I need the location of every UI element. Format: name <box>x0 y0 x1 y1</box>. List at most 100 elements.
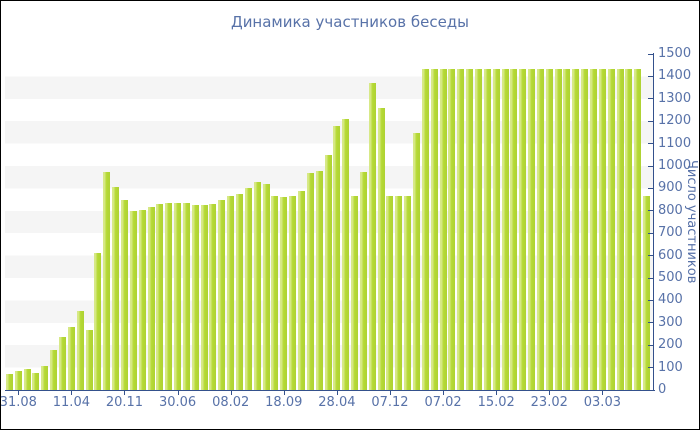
y-tick-label: 1100 <box>658 135 692 151</box>
bar <box>67 327 75 390</box>
y-tick-label: 400 <box>658 292 683 308</box>
x-tick <box>230 391 232 395</box>
bar <box>129 210 137 390</box>
bar <box>5 374 13 390</box>
bar <box>386 196 394 390</box>
y-tick-label: 800 <box>658 202 683 218</box>
x-tick-label: 28.04 <box>318 395 356 410</box>
y-tick <box>648 120 653 122</box>
y-axis-line <box>653 53 654 391</box>
bar <box>227 196 235 390</box>
y-tick-label: 1200 <box>658 113 692 129</box>
bar <box>359 172 367 390</box>
x-tick <box>602 391 604 395</box>
y-tick <box>648 210 653 212</box>
y-tick <box>648 299 653 301</box>
y-tick-label: 1400 <box>658 68 692 84</box>
y-tick-label: 700 <box>658 225 683 241</box>
bar <box>572 68 580 390</box>
bar <box>581 68 589 390</box>
bar <box>448 68 456 390</box>
bar <box>174 202 182 390</box>
bar <box>289 196 297 390</box>
y-tick <box>648 187 653 189</box>
x-tick-label: 08.02 <box>212 395 250 410</box>
bar <box>236 193 243 390</box>
bar <box>342 119 350 390</box>
bar <box>634 68 642 390</box>
bar <box>333 125 341 390</box>
bar <box>519 68 527 390</box>
x-tick <box>336 391 338 395</box>
bar <box>430 68 438 390</box>
x-tick <box>443 391 445 395</box>
bar <box>351 196 359 390</box>
bar <box>262 183 270 390</box>
bar <box>501 68 509 390</box>
bar <box>14 370 22 390</box>
x-tick-label: 07.12 <box>371 395 409 410</box>
bar <box>492 68 500 390</box>
plot-area <box>5 54 653 390</box>
bar <box>457 68 465 390</box>
bar <box>483 68 491 390</box>
bar <box>421 68 429 390</box>
bar <box>165 202 173 390</box>
y-tick-label: 200 <box>658 337 683 353</box>
bar <box>182 202 190 390</box>
bar <box>156 204 164 390</box>
y-tick <box>648 322 653 324</box>
bar <box>377 107 385 390</box>
x-tick <box>549 391 551 395</box>
bar <box>616 68 624 390</box>
bar <box>324 154 332 390</box>
bar <box>94 253 102 390</box>
bar <box>138 209 146 390</box>
x-tick-label: 15.02 <box>477 395 515 410</box>
chart-title: Динамика участников беседы <box>230 13 470 31</box>
bar <box>590 68 597 390</box>
bar <box>297 191 305 390</box>
bar <box>147 207 155 390</box>
x-tick <box>283 391 285 395</box>
x-tick-label: 31.08 <box>0 395 37 410</box>
y-tick-label: 100 <box>658 359 683 375</box>
bar <box>404 196 412 390</box>
y-axis-title: Число участников <box>684 160 699 284</box>
x-tick-label: 20.11 <box>105 395 144 410</box>
bar <box>85 329 93 390</box>
y-tick <box>648 98 653 100</box>
x-tick-label: 03.03 <box>583 395 621 410</box>
y-tick <box>648 344 653 346</box>
x-tick-label: 11.04 <box>52 395 90 410</box>
bar <box>466 68 474 390</box>
y-tick-label: 300 <box>658 314 683 330</box>
y-tick-label: 1500 <box>658 46 692 61</box>
bar <box>32 373 40 390</box>
y-tick-label: 600 <box>658 247 683 263</box>
bar <box>625 68 633 390</box>
bar <box>120 199 128 390</box>
bar <box>536 68 544 390</box>
x-tick-label: 23.02 <box>530 395 568 410</box>
bar <box>439 68 447 390</box>
bar <box>280 196 288 390</box>
bar <box>474 68 482 390</box>
bar <box>103 171 111 390</box>
y-tick <box>648 389 653 391</box>
bar <box>554 68 562 390</box>
bar <box>23 368 31 390</box>
bar <box>306 172 314 390</box>
x-axis-line <box>5 390 655 391</box>
bar <box>271 196 279 390</box>
bar <box>607 68 615 390</box>
bar <box>368 83 376 390</box>
y-tick <box>648 53 653 55</box>
x-tick <box>389 391 391 395</box>
y-tick-label: 1000 <box>658 158 692 173</box>
y-tick <box>648 143 653 145</box>
bar <box>563 68 571 390</box>
bar <box>209 203 217 390</box>
bar <box>76 310 84 390</box>
